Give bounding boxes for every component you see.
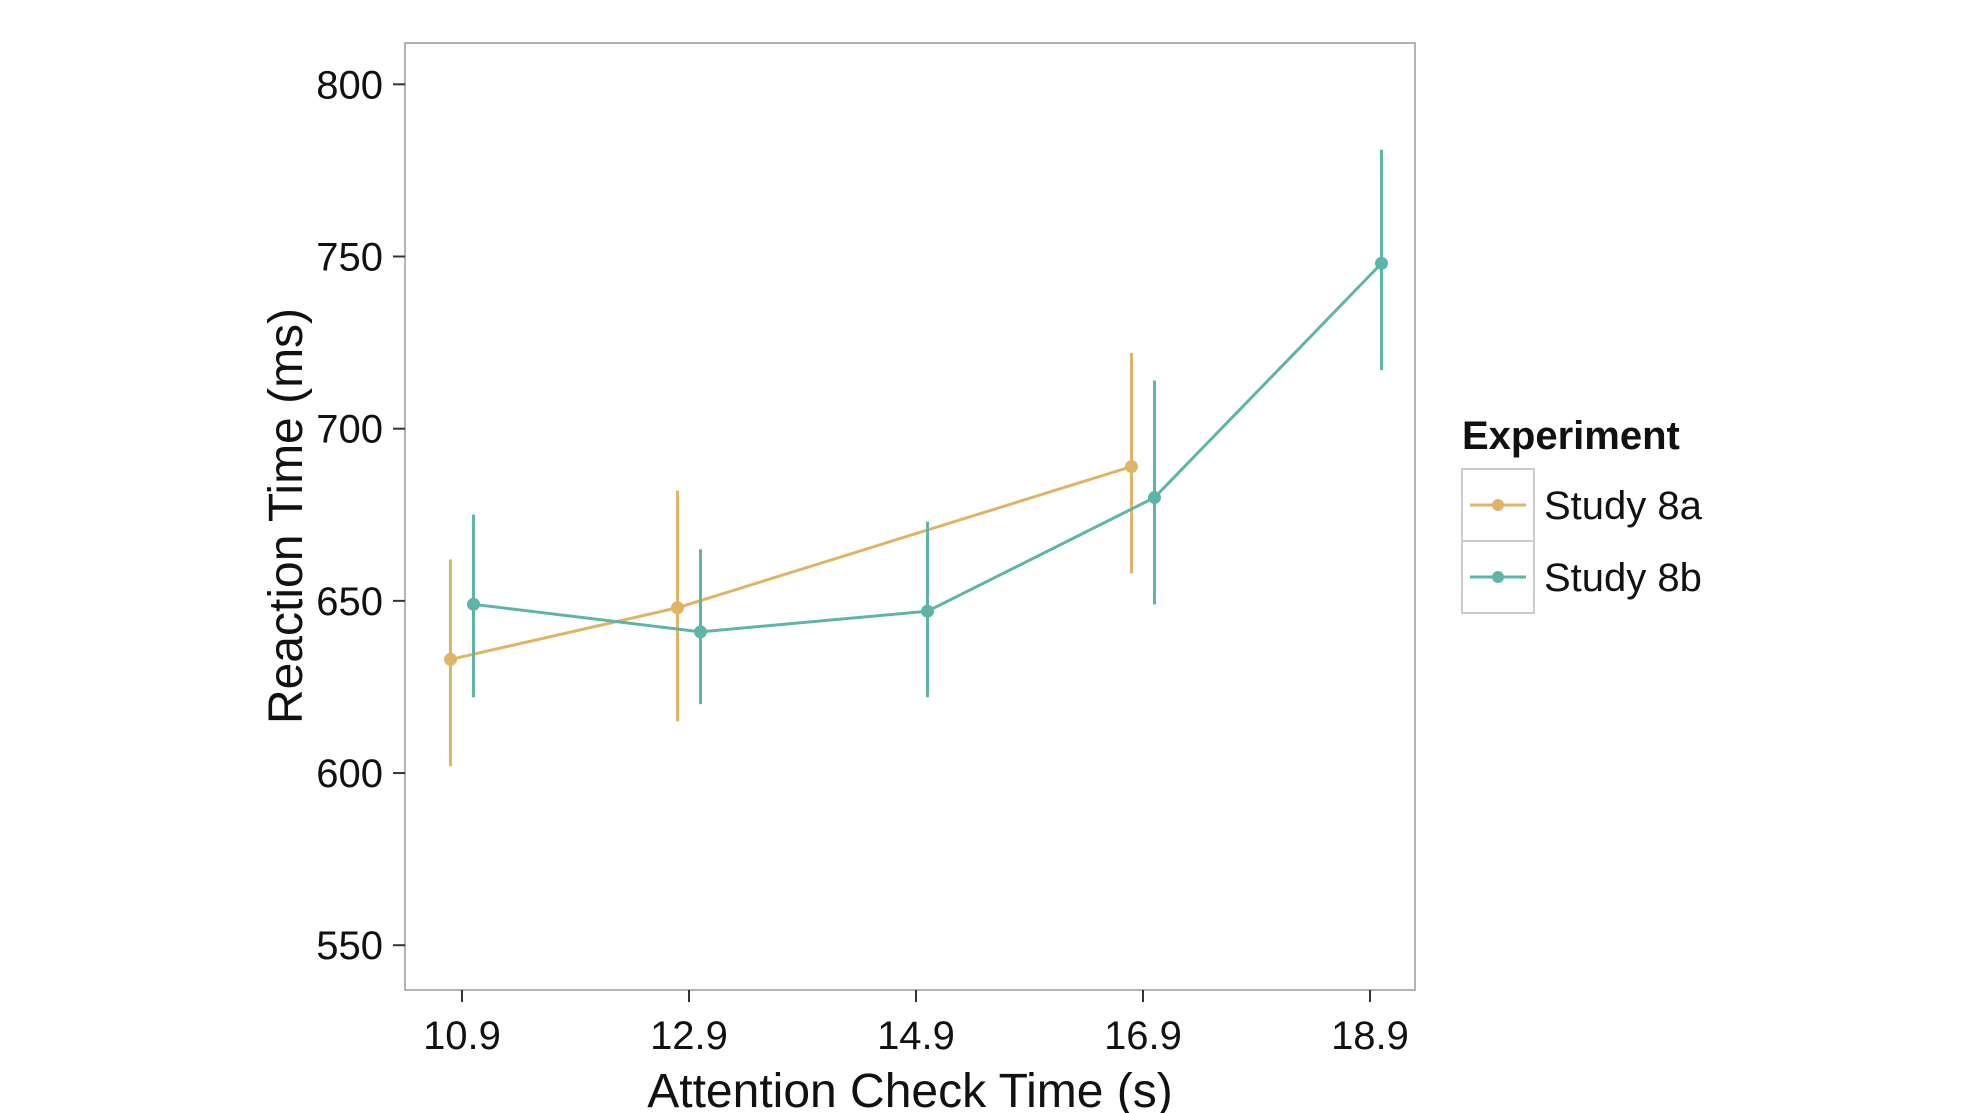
- x-tick-label: 18.9: [1331, 1014, 1409, 1058]
- y-tick-label: 800: [316, 63, 383, 107]
- series-study-8b: [467, 149, 1388, 705]
- x-axis: 10.9 12.9 14.9 16.9 18.9: [423, 990, 1409, 1058]
- legend-key-point: [1492, 499, 1504, 511]
- data-point: [467, 597, 480, 611]
- data-point: [1375, 256, 1388, 270]
- y-tick-label: 650: [316, 580, 383, 624]
- data-point: [694, 625, 707, 639]
- x-axis-title: Attention Check Time (s): [647, 1065, 1173, 1113]
- data-point: [1125, 460, 1138, 474]
- y-tick-label: 700: [316, 408, 383, 452]
- x-tick-label: 16.9: [1104, 1014, 1182, 1058]
- legend-item: Study 8b: [1461, 540, 1702, 614]
- x-tick-label: 10.9: [423, 1014, 501, 1058]
- legend-key-point: [1492, 571, 1504, 583]
- data-point: [921, 604, 934, 618]
- legend-label: Study 8b: [1544, 556, 1702, 600]
- series-study-8a: [444, 352, 1138, 767]
- legend-title: Experiment: [1462, 414, 1680, 458]
- y-axis: 550 600 650 700 750 800: [316, 63, 405, 968]
- data-point: [444, 652, 457, 666]
- x-tick-label: 14.9: [877, 1014, 955, 1058]
- legend-label: Study 8a: [1544, 484, 1703, 528]
- legend-item: Study 8a: [1461, 468, 1703, 542]
- x-tick-label: 12.9: [650, 1014, 728, 1058]
- data-point: [671, 601, 684, 615]
- plot-panel: [404, 42, 1416, 991]
- series-layer: [444, 149, 1388, 767]
- y-axis-title: Reaction Time (ms): [260, 308, 313, 724]
- y-tick-label: 600: [316, 752, 383, 796]
- y-tick-label: 750: [316, 236, 383, 280]
- legend: Experiment Study 8a Study 8b: [1461, 414, 1703, 614]
- y-tick-label: 550: [316, 924, 383, 968]
- data-point: [1148, 491, 1161, 505]
